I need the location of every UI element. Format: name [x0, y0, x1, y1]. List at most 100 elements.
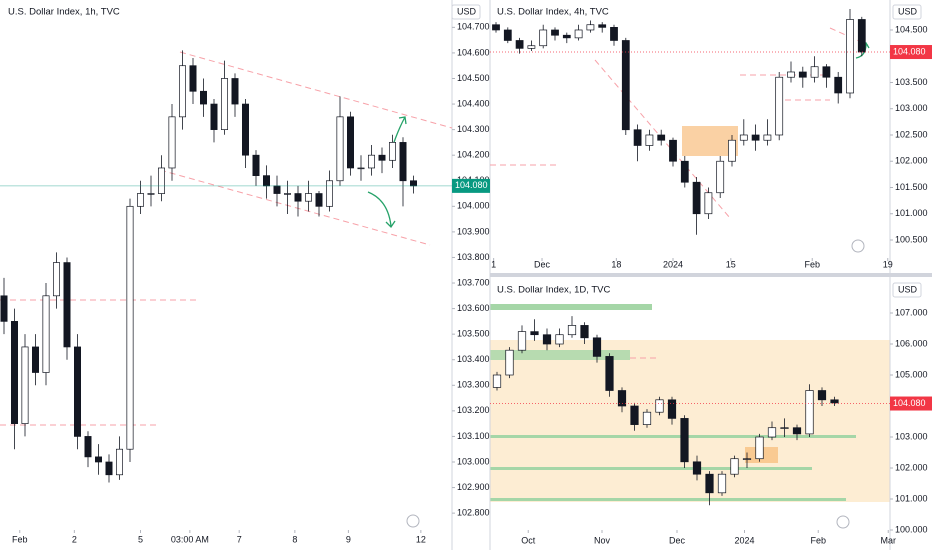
candle-body	[598, 24, 607, 28]
y-tick-label: 104.600	[457, 47, 490, 57]
y-tick-label: 103.500	[457, 329, 490, 339]
candle-body	[763, 134, 772, 141]
candle-body	[263, 175, 271, 187]
zone	[490, 350, 630, 360]
candle-body	[273, 185, 281, 194]
candle-body	[739, 134, 748, 141]
y-tick-label: 103.500	[895, 77, 928, 87]
last-price-box	[890, 45, 932, 60]
y-tick-label: 103.000	[895, 431, 928, 441]
y-tick-label: 102.900	[457, 482, 490, 492]
candle-body	[617, 390, 627, 407]
candle-body	[787, 71, 795, 78]
candle-body	[680, 160, 689, 183]
candle-body	[633, 129, 642, 146]
candle-body	[378, 154, 386, 161]
candle-body	[42, 295, 50, 373]
y-tick-label: 101.000	[895, 208, 928, 218]
candle-body	[605, 356, 614, 391]
candle-body	[515, 40, 524, 49]
candle-body	[798, 71, 807, 78]
currency-box	[892, 282, 922, 298]
candle-body	[527, 45, 536, 49]
x-tick-label: Oct	[521, 535, 536, 545]
candle-body	[168, 116, 176, 169]
candle-body	[305, 193, 313, 202]
trend-lines	[0, 27, 869, 426]
x-tick-label: 18	[611, 259, 621, 269]
zone	[490, 467, 812, 470]
candle-body	[137, 193, 145, 207]
currency-box	[451, 4, 481, 20]
y-tick-label: 103.400	[457, 354, 490, 364]
x-tick-label: 03:00 AM	[171, 534, 209, 544]
candle-body	[31, 346, 39, 373]
y-tick-label: 103.800	[457, 252, 490, 262]
candle-body	[389, 142, 397, 161]
candle-body	[655, 399, 664, 413]
candle-body	[817, 390, 827, 401]
candle-body	[530, 331, 539, 336]
candle-body	[52, 262, 60, 297]
candle-body	[189, 65, 197, 92]
candle-body	[21, 346, 29, 424]
candle-body	[126, 205, 134, 450]
x-tick-label: Dec	[534, 259, 551, 269]
y-tick-label: 101.500	[895, 182, 928, 192]
x-tick-label: Feb	[810, 535, 826, 545]
y-tick-label: 104.500	[895, 24, 928, 34]
zone	[490, 340, 890, 502]
candle-body	[755, 436, 764, 460]
candle-body	[492, 24, 500, 31]
candle-body	[231, 78, 239, 105]
candle-body	[586, 24, 595, 31]
candle-body	[399, 142, 407, 182]
candle-body	[0, 295, 8, 322]
x-tick-label: 7	[237, 534, 242, 544]
x-tick-label: 5	[138, 534, 143, 544]
x-tick-label: 2024	[663, 259, 683, 269]
y-tick-label: 102.800	[457, 508, 490, 518]
y-tick-label: 102.500	[895, 129, 928, 139]
candle-body	[857, 19, 866, 53]
last-price-label: 104.080	[893, 46, 926, 56]
candle-body	[210, 103, 218, 130]
candle-body	[539, 29, 548, 47]
y-tick-label: 100.000	[895, 524, 928, 534]
y-tick-label: 106.000	[895, 338, 928, 348]
candle-body	[592, 337, 602, 357]
x-tick-label: 8	[292, 534, 297, 544]
candle-body	[505, 349, 514, 376]
candle-body	[716, 160, 725, 194]
candle-body	[751, 134, 760, 141]
candle-body	[567, 325, 577, 336]
candle-body	[115, 448, 123, 476]
y-tick-label: 103.200	[457, 405, 490, 415]
candle-body	[645, 134, 654, 146]
y-tick-label: 103.100	[457, 431, 490, 441]
y-tick-label: 103.700	[457, 277, 490, 287]
y-tick-label: 104.400	[457, 98, 490, 108]
candle-body	[326, 180, 334, 207]
candle-body	[621, 40, 630, 131]
chart-title: U.S. Dollar Index, 4h, TVC	[497, 7, 609, 18]
currency-label: USD	[898, 6, 918, 16]
candle-body	[294, 193, 302, 202]
candle-body	[657, 134, 666, 141]
candle-body	[728, 139, 736, 162]
candle-body	[368, 154, 376, 169]
candle-body	[667, 399, 677, 419]
candle-body	[179, 65, 187, 118]
candle-body	[775, 76, 784, 136]
candle-body	[810, 66, 819, 78]
candle-body	[551, 29, 559, 36]
candle-body	[555, 334, 564, 345]
x-tick-label: Dec	[669, 535, 686, 545]
x-tick-label: 1	[491, 259, 496, 269]
last-price-box	[452, 178, 490, 193]
y-tick-label: 103.600	[457, 303, 490, 313]
last-price-box	[890, 396, 932, 411]
candle-body	[574, 29, 583, 39]
chart-title: U.S. Dollar Index, 1h, TVC	[8, 7, 120, 18]
